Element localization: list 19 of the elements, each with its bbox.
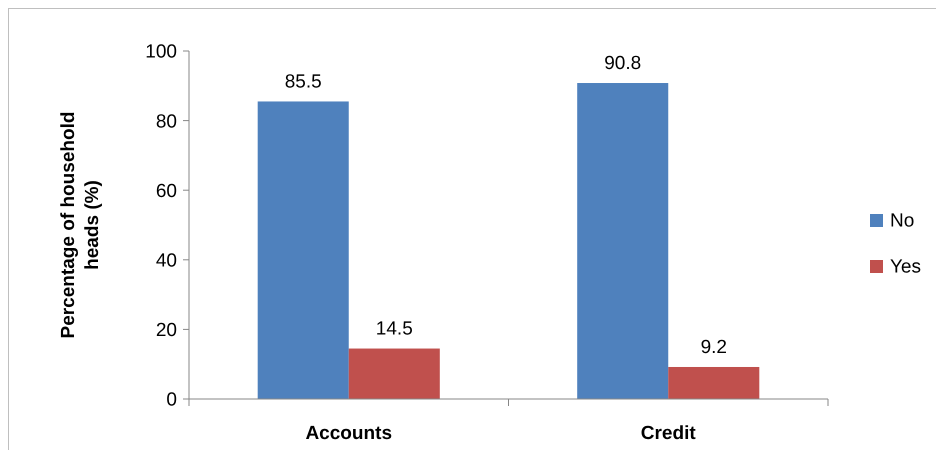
y-tick-label: 0 [166, 390, 177, 411]
data-label: 90.8 [604, 53, 642, 74]
y-tick-label: 40 [156, 250, 177, 272]
legend-label: Yes [890, 256, 921, 278]
legend-label: No [890, 210, 914, 232]
y-axis-title: Percentage of household heads (%) [58, 112, 103, 338]
data-label: 9.2 [700, 336, 727, 358]
y-tick-label: 60 [156, 180, 177, 202]
x-tick-label: Accounts [305, 423, 392, 444]
y-tick-label: 100 [145, 42, 177, 63]
x-tick-label: Credit [640, 423, 696, 444]
bar [258, 101, 349, 399]
data-label: 85.5 [284, 71, 322, 92]
y-tick-label: 20 [156, 320, 177, 342]
bar [348, 348, 440, 399]
bar [668, 366, 760, 399]
bar [577, 83, 668, 399]
y-tick-label: 80 [156, 111, 177, 132]
data-label: 14.5 [376, 318, 413, 340]
